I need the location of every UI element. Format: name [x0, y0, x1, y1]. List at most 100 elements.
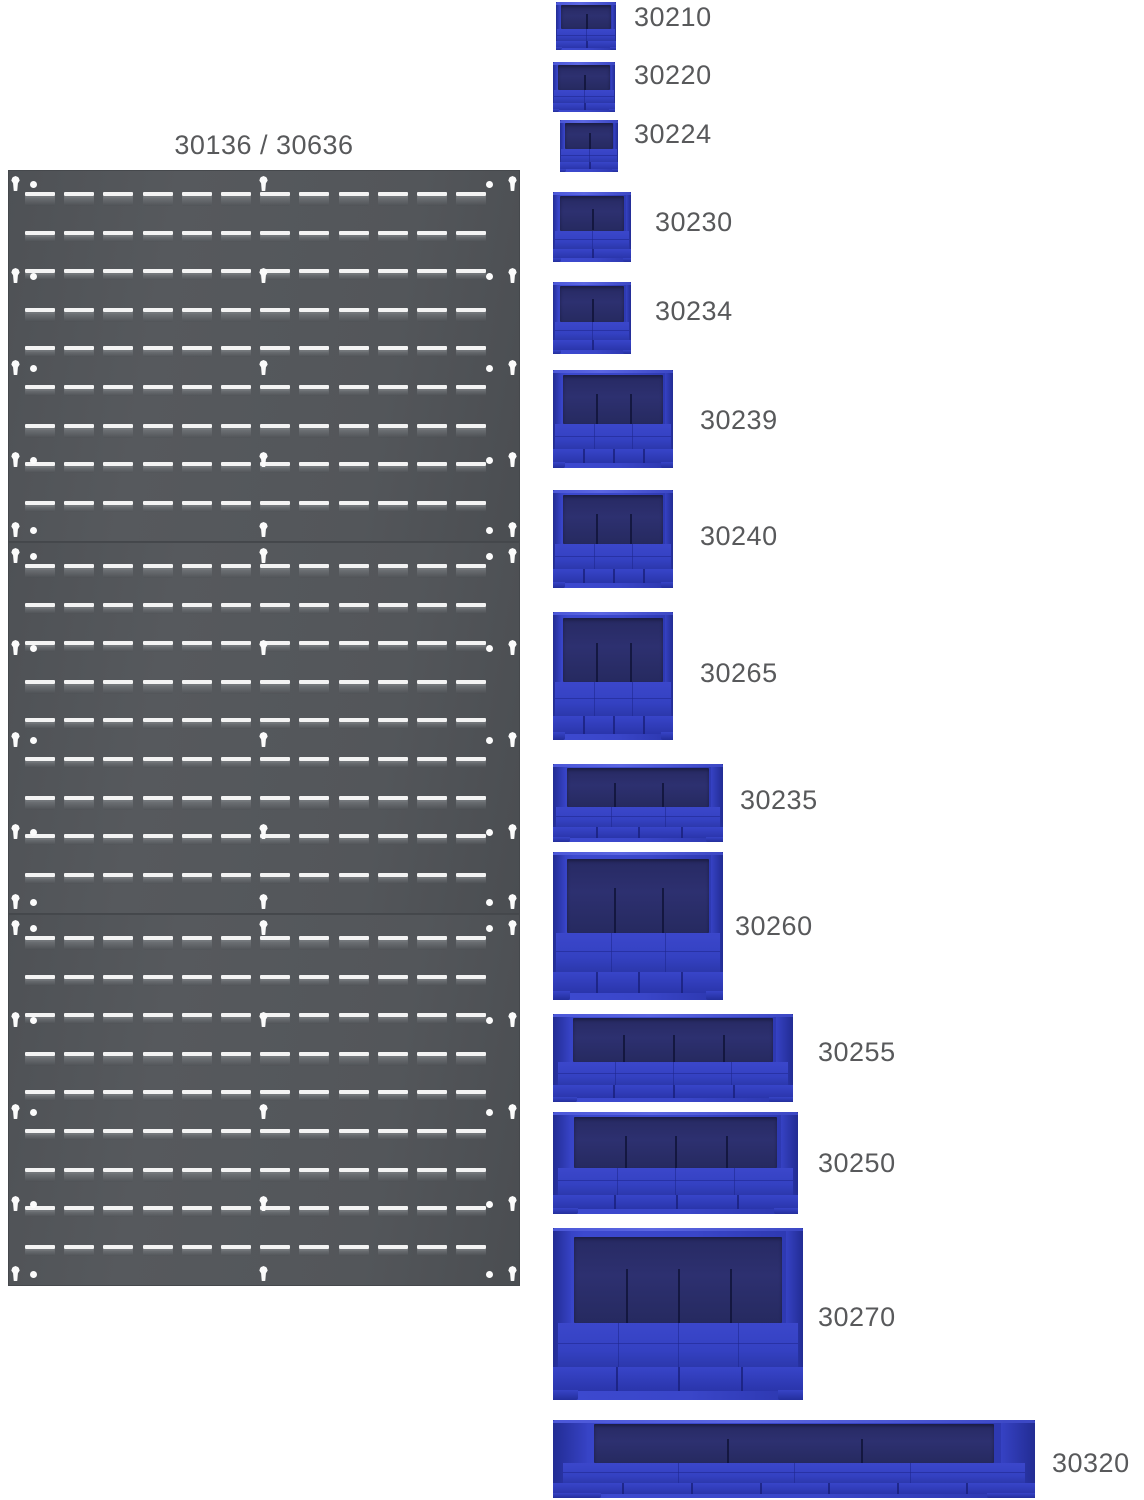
louver-slot — [64, 385, 95, 396]
bin-divider-rib — [591, 299, 594, 322]
bin-divider-rib — [591, 208, 594, 231]
louver-slot — [377, 1206, 408, 1218]
louver-slot — [25, 641, 55, 653]
bin-front-rib — [730, 1062, 732, 1087]
bin-front-seam — [555, 697, 671, 699]
keyhole-mount-slot — [508, 732, 517, 747]
bin-base-notch — [613, 1085, 615, 1098]
bin-base-notch — [675, 1194, 678, 1209]
louver-slot — [417, 1244, 447, 1256]
louver-slot — [417, 1206, 447, 1218]
screw-hole — [486, 737, 493, 744]
bin-foot — [986, 1493, 1035, 1498]
bin-base-notch — [678, 1367, 680, 1392]
louver-slot — [299, 423, 330, 438]
bin-base-skirt — [553, 1085, 793, 1098]
louver-slot — [64, 1129, 95, 1140]
louver-slot — [221, 423, 251, 438]
louver-slot — [181, 1051, 212, 1066]
louver-slot — [25, 834, 55, 846]
bin-base-notch — [680, 971, 683, 993]
louver-slot — [103, 1206, 134, 1218]
keyhole-mount-slot — [259, 1266, 268, 1281]
keyhole-mount-slot — [11, 920, 20, 935]
screw-hole — [486, 527, 493, 534]
bin-front-rib — [793, 1462, 795, 1484]
keyhole-mount-slot — [11, 824, 20, 839]
louver-slot — [142, 757, 173, 768]
bin-front-rib — [672, 1062, 674, 1087]
bin-interior — [574, 1236, 782, 1323]
louver-slot — [221, 564, 251, 578]
bin-divider-rib — [860, 1438, 863, 1463]
louver-slot — [64, 1013, 95, 1025]
screw-hole — [30, 925, 37, 932]
bin-top-lip — [553, 852, 723, 855]
louver-slot — [417, 500, 447, 512]
keyhole-mount-slot — [508, 1104, 517, 1119]
bin-label: 30260 — [735, 911, 813, 941]
bin-front-face — [562, 1462, 1026, 1484]
louver-slot — [417, 269, 447, 281]
louver-grid — [8, 542, 520, 914]
storage-bin — [560, 120, 618, 172]
louver-slot — [299, 974, 330, 986]
screw-hole — [30, 527, 37, 534]
bin-base-notch — [643, 569, 645, 584]
bin-base-skirt — [553, 569, 673, 584]
bin-top-lip — [553, 192, 631, 195]
bin-base-notch — [733, 1085, 735, 1098]
louver-slot — [25, 1051, 55, 1066]
storage-bin — [553, 1228, 803, 1400]
louver-slot — [221, 500, 251, 512]
keyhole-mount-slot — [11, 894, 20, 909]
louver-slot — [260, 307, 291, 322]
louver-slot — [64, 872, 95, 884]
bin-base-skirt — [553, 340, 631, 351]
louver-slot — [25, 346, 55, 358]
louver-slot — [377, 1051, 408, 1066]
bin-body — [553, 1112, 798, 1214]
bin-base-notch — [583, 569, 585, 584]
screw-hole — [486, 1271, 493, 1278]
louver-slot — [181, 1129, 212, 1140]
louver-slot — [103, 564, 134, 578]
louver-slot — [260, 679, 291, 694]
louver-slot — [456, 1090, 487, 1102]
bin-divider-rib — [624, 1136, 627, 1169]
bin-top-lip — [553, 1014, 793, 1017]
louver-slot — [338, 423, 369, 438]
storage-bin — [553, 852, 723, 1000]
louver-slot — [25, 1167, 55, 1182]
bin-front-rib — [678, 1462, 680, 1484]
louver-slot — [260, 795, 291, 810]
louver-slot — [142, 564, 173, 578]
louver-slot — [417, 385, 447, 396]
bin-base-notch — [643, 449, 645, 464]
bin-interior — [567, 859, 709, 934]
keyhole-mount-slot — [11, 452, 20, 467]
bin-foot — [553, 1493, 602, 1498]
bin-base-skirt — [553, 1367, 803, 1392]
louver-slot — [299, 1244, 330, 1256]
louver-slot — [456, 757, 487, 768]
louver-slot — [377, 1167, 408, 1182]
bin-divider-rib — [596, 513, 599, 544]
louver-slot — [142, 602, 173, 614]
louver-slot — [221, 1051, 251, 1066]
bin-foot — [661, 462, 673, 468]
louver-slot — [142, 872, 173, 884]
bin-front-rib — [632, 682, 634, 717]
louver-slot — [221, 679, 251, 694]
bin-front-seam — [556, 816, 720, 818]
louver-slot — [299, 834, 330, 846]
louver-slot — [142, 500, 173, 512]
louver-slot — [64, 679, 95, 694]
screw-hole — [486, 899, 493, 906]
keyhole-mount-slot — [259, 522, 268, 537]
louver-slot — [377, 679, 408, 694]
screw-hole — [486, 1017, 493, 1024]
louver-slot — [417, 679, 447, 694]
screw-hole — [30, 273, 37, 280]
keyhole-mount-slot — [508, 268, 517, 283]
